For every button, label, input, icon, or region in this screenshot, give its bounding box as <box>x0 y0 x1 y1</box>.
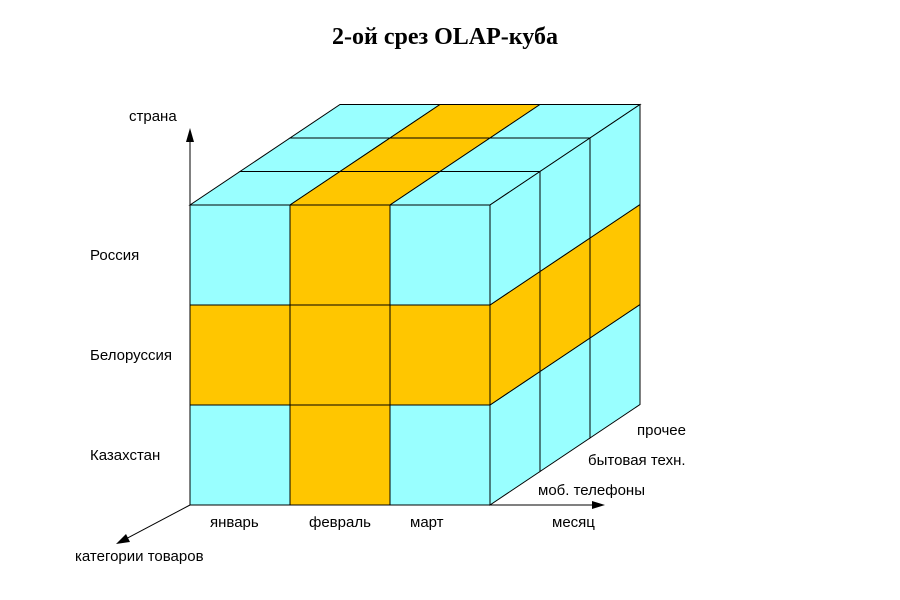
diagram-title: 2-ой срез OLAP-куба <box>332 24 558 50</box>
vertical-axis-arrow-icon <box>186 128 194 142</box>
cube-front-cell <box>189 304 291 406</box>
olap-cube <box>188 103 642 506</box>
country-label: Белоруссия <box>90 347 172 364</box>
country-label: Россия <box>90 247 139 264</box>
vertical-axis-label: страна <box>129 108 177 125</box>
month-label: март <box>410 514 444 531</box>
horizontal-axis-label: месяц <box>552 514 595 531</box>
cube-side-cell <box>589 103 641 239</box>
cube-front-cell <box>289 204 391 306</box>
cube-front-cell <box>389 304 491 406</box>
month-label: январь <box>210 514 259 531</box>
category-label: бытовая техн. <box>588 452 686 469</box>
cube-front-cell <box>289 304 391 406</box>
cube-front-cell <box>289 404 391 506</box>
depth-axis-label: категории товаров <box>75 548 204 565</box>
cube-front-cell <box>389 204 491 306</box>
category-label: прочее <box>637 422 686 439</box>
cube-front-cell <box>389 404 491 506</box>
cube-front-cell <box>189 404 291 506</box>
horizontal-axis-arrow-icon <box>592 501 605 509</box>
depth-axis-line <box>121 504 191 542</box>
country-label: Казахстан <box>90 447 160 464</box>
cube-front-cell <box>189 204 291 306</box>
category-label: моб. телефоны <box>538 482 645 499</box>
axes <box>116 128 605 544</box>
depth-axis-arrow-icon <box>116 534 130 544</box>
month-label: февраль <box>309 514 371 531</box>
